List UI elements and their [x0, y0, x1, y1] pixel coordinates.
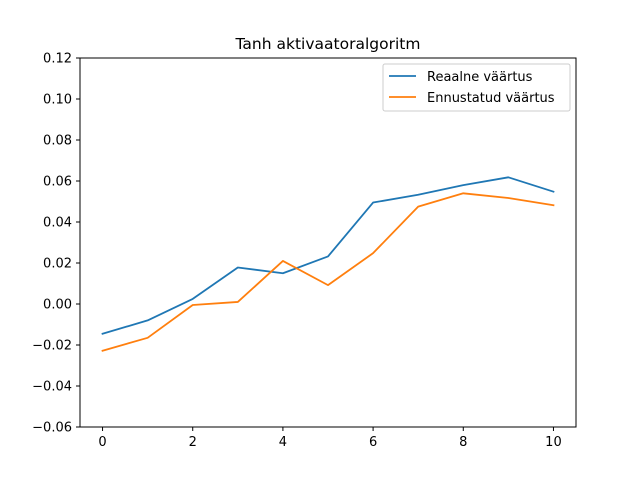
x-tick-label: 8	[459, 435, 467, 450]
plot-frame	[79, 57, 577, 428]
axes: 0 2 4 6 8 10 −0.06 −0.04 −0.02 0.00 0.02 0.04 0.06 0.…	[32, 52, 577, 450]
plot-lines	[101, 176, 555, 352]
y-tick-label: 0.08	[43, 134, 72, 149]
y-tick-label: −0.02	[32, 339, 72, 354]
x-tick-label: 4	[279, 435, 287, 450]
legend-label-2: Ennustatud väärtus	[427, 91, 555, 106]
y-tick-label: −0.04	[32, 380, 72, 395]
x-tick-label: 0	[98, 435, 106, 450]
x-tick-label: 2	[189, 435, 197, 450]
x-tick-label: 6	[369, 435, 377, 450]
y-tick-label: 0.06	[43, 175, 72, 190]
legend-box	[382, 63, 571, 112]
y-tick-label: 0.12	[43, 52, 72, 67]
legend-label-1: Reaalne väärtus	[427, 70, 533, 85]
series-line-2	[101, 192, 555, 352]
y-tick-label: 0.04	[43, 216, 72, 231]
legend: Reaalne väärtus Ennustatud väärtus	[382, 63, 571, 112]
y-tick-label: 0.10	[43, 93, 72, 108]
x-tick-label: 10	[545, 435, 562, 450]
y-tick-label: 0.00	[43, 298, 72, 313]
y-tick-label: 0.02	[43, 257, 72, 272]
series-line-1	[101, 176, 555, 335]
chart-title: Tanh aktivaatoralgoritm	[235, 35, 421, 53]
y-tick-label: −0.06	[32, 421, 72, 436]
